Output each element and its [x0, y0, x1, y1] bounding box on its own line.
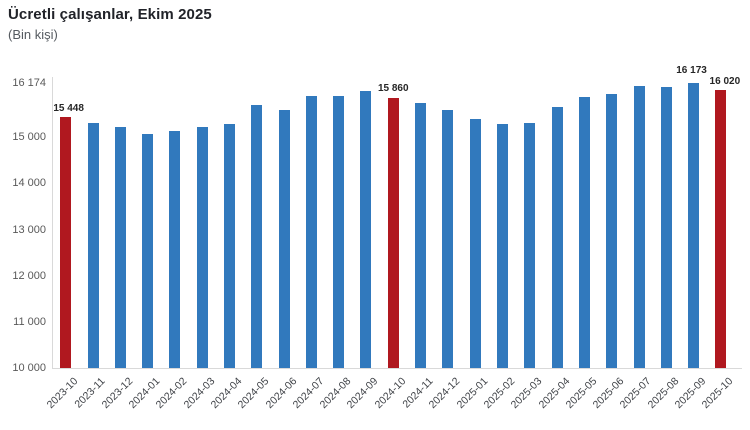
bar-2025-04	[551, 107, 563, 368]
bar-2025-07	[633, 85, 645, 368]
bar-2024-08	[333, 96, 345, 368]
bar-2024-03	[196, 126, 208, 368]
y-tick-label: 14 000	[12, 177, 46, 190]
bar-value-label-2025-09: 16 173	[676, 65, 707, 77]
y-tick-label: 15 000	[12, 131, 46, 144]
y-tick-label: 13 000	[12, 223, 46, 236]
bar-2024-01	[142, 134, 154, 368]
y-axis-line	[52, 77, 53, 369]
bar-2025-03	[524, 123, 536, 368]
bar-2023-12	[114, 127, 126, 368]
bar-2024-07	[305, 95, 317, 368]
bar-2025-09	[688, 83, 700, 368]
bar-2024-02	[169, 130, 181, 368]
bar-value-label-2025-10: 16 020	[709, 76, 741, 88]
y-tick-label: 10 000	[12, 362, 46, 374]
bar-2024-09	[360, 91, 372, 368]
bar-2025-02	[496, 123, 508, 368]
bar-2024-05	[251, 105, 263, 368]
bar-2025-06	[606, 93, 618, 368]
bar-2024-06	[278, 110, 290, 368]
chart-title: Ücretli çalışanlar, Ekim 2025	[8, 6, 212, 23]
bar-2025-10	[715, 90, 727, 368]
bar-2024-12	[442, 110, 454, 368]
bar-value-label-2024-10: 15 860	[377, 83, 409, 95]
y-tick-label: 11 000	[13, 315, 46, 328]
bar-2024-04	[224, 123, 235, 368]
y-tick-label: 16 174	[12, 77, 46, 89]
bar-2023-11	[87, 123, 99, 368]
chart-subtitle: (Bin kişi)	[8, 27, 58, 42]
bar-2025-01	[469, 118, 481, 368]
y-tick-label: 12 000	[12, 269, 46, 282]
bar-2024-11	[415, 103, 427, 368]
x-axis-line	[52, 368, 742, 369]
bar-value-label-2023-10: 15 448	[53, 102, 84, 114]
bar-2023-10	[60, 116, 72, 368]
bar-2025-08	[660, 86, 672, 368]
bar-2025-05	[578, 96, 590, 368]
bar-2024-10	[387, 97, 399, 368]
